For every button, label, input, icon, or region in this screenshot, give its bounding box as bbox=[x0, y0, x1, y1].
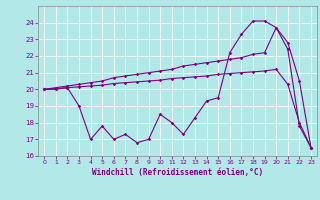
X-axis label: Windchill (Refroidissement éolien,°C): Windchill (Refroidissement éolien,°C) bbox=[92, 168, 263, 177]
